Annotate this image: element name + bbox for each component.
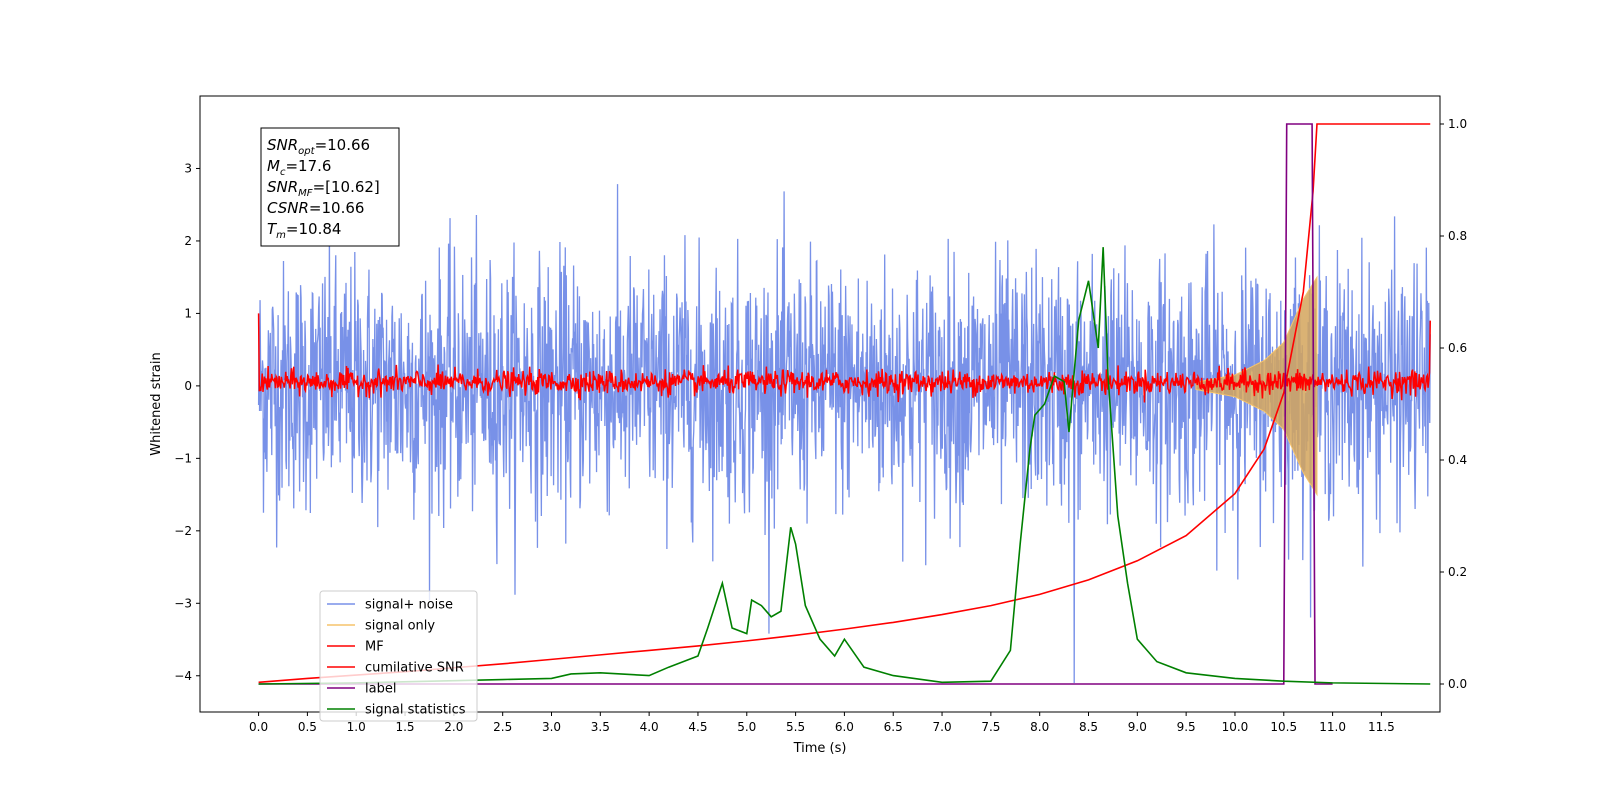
series-mf — [257, 313, 1431, 403]
y-left-tick-label: −1 — [174, 451, 192, 465]
y-right-tick-label: 0.6 — [1448, 341, 1467, 355]
x-tick-label: 6.5 — [884, 720, 903, 734]
legend-label: signal statistics — [365, 703, 466, 718]
x-tick-label: 9.0 — [1128, 720, 1147, 734]
x-tick-label: 5.5 — [786, 720, 805, 734]
series-label — [258, 123, 1333, 685]
y-right-tick-label: 0.2 — [1448, 565, 1467, 579]
x-tick-label: 3.0 — [542, 720, 561, 734]
x-tick-label: 7.0 — [933, 720, 952, 734]
x-tick-label: 4.5 — [688, 720, 707, 734]
annotation-line: Tm=10.84 — [267, 220, 341, 241]
x-tick-label: 3.5 — [591, 720, 610, 734]
x-tick-label: 4.0 — [640, 720, 659, 734]
x-tick-label: 10.5 — [1270, 720, 1297, 734]
annotation-box: SNRopt=10.66Mc=17.6SNRMF=[10.62]CSNR=10.… — [260, 127, 400, 247]
x-tick-label: 1.0 — [347, 720, 366, 734]
legend-label: MF — [365, 640, 384, 655]
y-left-tick-label: 0 — [184, 379, 192, 393]
annotation-line: CSNR=10.66 — [267, 199, 364, 217]
annotation-line: Mc=17.6 — [267, 157, 331, 178]
y-left-tick-label: 2 — [184, 234, 192, 248]
axes-frame — [199, 95, 1441, 713]
y-axis-label: Whitened strain — [149, 352, 164, 455]
y-axis-left-ticks: −4 −3 −2 −1 0 1 2 3 — [174, 161, 200, 683]
y-right-tick-label: 1.0 — [1448, 117, 1467, 131]
legend-label: signal only — [365, 619, 435, 634]
y-left-tick-label: 3 — [184, 161, 192, 175]
x-tick-label: 6.0 — [835, 720, 854, 734]
y-left-tick-label: 1 — [184, 306, 192, 320]
annotation-line: SNRMF=[10.62] — [267, 178, 380, 199]
x-tick-label: 2.0 — [444, 720, 463, 734]
legend-label: signal+ noise — [365, 598, 453, 613]
y-right-tick-label: 0.0 — [1448, 677, 1467, 691]
y-axis-right-ticks: 0.0 0.2 0.4 0.6 0.8 1.0 — [1440, 117, 1467, 691]
annotation-line: SNRopt=10.66 — [267, 136, 370, 157]
x-tick-label: 11.0 — [1319, 720, 1346, 734]
legend-frame — [319, 590, 478, 722]
x-tick-label: 8.0 — [1030, 720, 1049, 734]
x-tick-label: 0.5 — [298, 720, 317, 734]
y-left-tick-label: −4 — [174, 669, 192, 683]
x-tick-label: 10.0 — [1222, 720, 1249, 734]
legend-label: label — [365, 682, 396, 697]
x-tick-label: 8.5 — [1079, 720, 1098, 734]
x-tick-label: 5.0 — [737, 720, 756, 734]
x-axis-ticks: 0.0 0.5 1.0 1.5 2.0 2.5 3.0 3.5 4.0 4.5 5.0 5.5 6.0 6… — [249, 712, 1395, 734]
series-signal-statistics — [258, 247, 1431, 685]
legend-label: cumilative SNR — [365, 661, 464, 676]
y-left-tick-label: −3 — [174, 596, 192, 610]
x-tick-label: 7.5 — [981, 720, 1000, 734]
y-left-tick-label: −2 — [174, 524, 192, 538]
y-right-tick-label: 0.4 — [1448, 453, 1467, 467]
x-tick-label: 11.5 — [1368, 720, 1395, 734]
x-tick-label: 9.5 — [1177, 720, 1196, 734]
annotation-frame — [260, 127, 400, 247]
x-axis-label: Time (s) — [793, 741, 847, 756]
x-tick-label: 0.0 — [249, 720, 268, 734]
x-tick-label: 2.5 — [493, 720, 512, 734]
y-right-tick-label: 0.8 — [1448, 229, 1467, 243]
legend: signal+ noise signal only MF cumilative SNR… — [319, 590, 478, 722]
x-tick-label: 1.5 — [395, 720, 414, 734]
